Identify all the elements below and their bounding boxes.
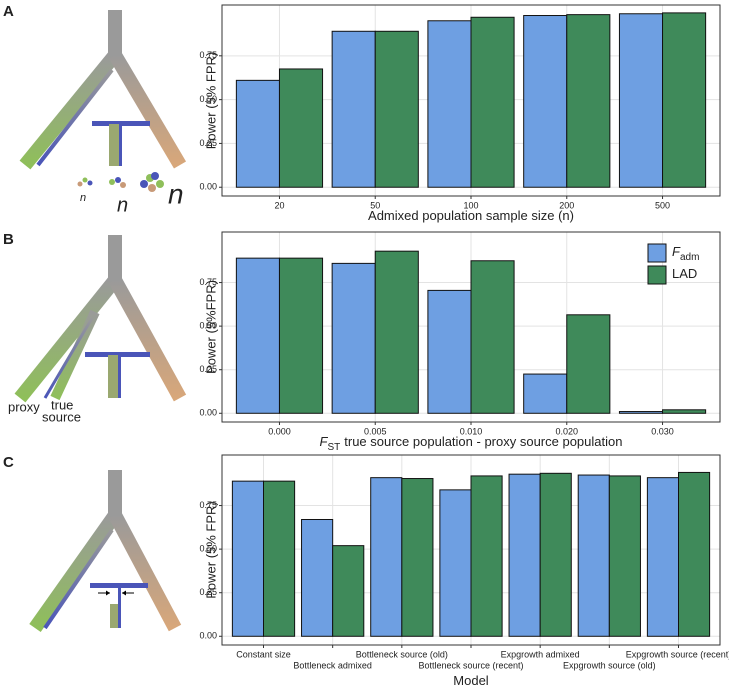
panel-label: A (3, 3, 14, 20)
y-axis-title: Power (5%FPR) (203, 280, 218, 374)
y-tick-label: 0.25 (199, 364, 217, 374)
x-tick-label: 0.030 (651, 426, 674, 436)
diagram-b (14, 235, 187, 403)
bar (401, 478, 434, 637)
x-tick-label: Expgrowth source (recent) (626, 649, 729, 659)
bar (608, 475, 641, 637)
bar (470, 260, 515, 414)
x-axis-title-symbol: F (320, 434, 329, 449)
diagram-label: n (80, 192, 86, 204)
panel-border (221, 231, 721, 423)
x-tick-label: 0.010 (460, 426, 483, 436)
bar (278, 68, 324, 188)
x-tick-label: 500 (655, 200, 670, 210)
x-axis-title: Admixed population sample size (n) (368, 208, 574, 223)
y-tick-label: 0.25 (199, 138, 217, 148)
y-tick-label: 0.00 (199, 408, 217, 418)
bar (508, 473, 541, 637)
legend-name: F (672, 244, 681, 259)
bar (662, 12, 707, 188)
x-tick-label: Bottleneck admixed (293, 660, 372, 670)
bar (678, 471, 711, 637)
bar (427, 20, 472, 188)
bar (662, 409, 707, 414)
legend-label: Fadm (672, 244, 699, 262)
bar (523, 373, 568, 414)
x-tick-label: Constant size (236, 649, 291, 659)
y-axis-title: Power (5% FPR) (203, 501, 218, 599)
panel-label: C (3, 454, 14, 471)
x-tick-label: 0.005 (364, 426, 387, 436)
x-tick-label: 50 (370, 200, 380, 210)
diagram-label: n (117, 194, 128, 216)
x-axis-title: Model (453, 673, 489, 688)
bar (331, 30, 376, 188)
y-tick-label: 0.00 (199, 631, 217, 641)
bar (370, 477, 403, 637)
bar (374, 30, 419, 188)
x-tick-label: 0.020 (556, 426, 579, 436)
diagram-label: source (42, 409, 81, 424)
legend-key (647, 265, 667, 285)
x-axis-title-text: true source population - proxy source po… (344, 434, 622, 449)
x-axis-title-text: Model (453, 673, 489, 688)
y-tick-label: 0.50 (199, 544, 217, 554)
x-axis-title-text: Admixed population sample size (n) (368, 208, 574, 223)
y-tick-label: 0.75 (199, 500, 217, 510)
legend-subscript: adm (680, 252, 699, 263)
bar (566, 314, 611, 414)
y-tick-label: 0.50 (199, 321, 217, 331)
x-tick-label: Expgrowth source (old) (563, 660, 656, 670)
diagram-label: n (168, 178, 184, 209)
bar (301, 518, 334, 637)
bar (278, 257, 324, 414)
bar (374, 250, 419, 414)
legend-name: LAD (672, 266, 697, 281)
bar (235, 257, 280, 414)
diagram-label: proxy (8, 399, 40, 414)
bar (231, 480, 264, 637)
diagram-label: true (51, 397, 73, 412)
bar (427, 289, 472, 414)
bar (577, 474, 610, 637)
panel-label: B (3, 231, 14, 248)
bar (646, 477, 679, 637)
bar (618, 13, 664, 188)
x-tick-label: 200 (559, 200, 574, 210)
x-tick-label: Expgrowth admixed (501, 649, 580, 659)
legend-key (647, 243, 667, 263)
x-tick-label: 20 (274, 200, 284, 210)
y-tick-label: 0.50 (199, 94, 217, 104)
panel-border (221, 454, 721, 646)
x-axis-title-subscript: ST (327, 442, 340, 453)
x-axis-title: FST true source population - proxy source… (320, 434, 623, 452)
panel-border (221, 4, 721, 197)
legend-label: LAD (672, 266, 697, 281)
diagram-c (29, 470, 182, 633)
bar (331, 262, 376, 414)
bar (523, 15, 568, 188)
bar (332, 545, 365, 637)
y-tick-label: 0.75 (199, 277, 217, 287)
y-tick-label: 0.75 (199, 50, 217, 60)
x-tick-label: Bottleneck source (old) (356, 649, 448, 659)
diagram-a (19, 10, 187, 192)
x-tick-label: 100 (463, 200, 478, 210)
bar (235, 79, 280, 188)
bar (470, 475, 503, 637)
y-tick-label: 0.25 (199, 587, 217, 597)
x-tick-label: Bottleneck source (recent) (418, 660, 523, 670)
bar (263, 480, 296, 637)
x-tick-label: 0.000 (268, 426, 291, 436)
bar (618, 411, 664, 414)
bar (439, 489, 472, 637)
bar (566, 14, 611, 188)
y-axis-title: Power (5% FPR) (203, 52, 218, 150)
bar (539, 472, 572, 637)
y-tick-label: 0.00 (199, 182, 217, 192)
bar (470, 16, 515, 188)
